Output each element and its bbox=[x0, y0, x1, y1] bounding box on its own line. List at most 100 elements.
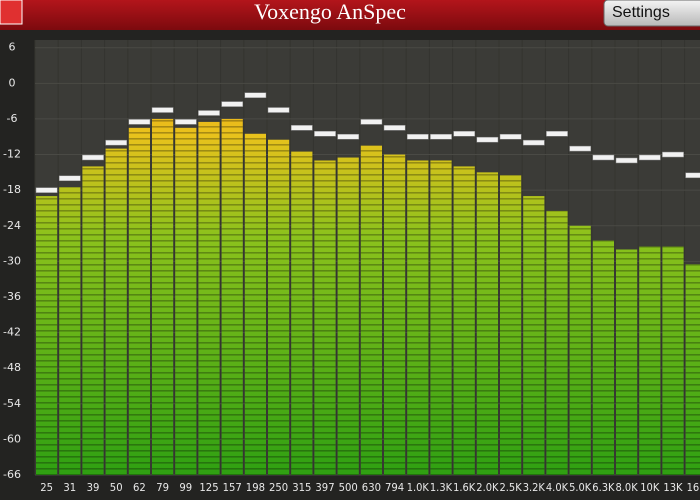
x-tick-label: 50 bbox=[110, 481, 123, 494]
x-tick-label: 6.3K bbox=[592, 481, 615, 494]
peak-marker bbox=[174, 119, 197, 125]
peak-marker bbox=[546, 131, 568, 137]
bar-segments bbox=[430, 160, 452, 475]
y-tick-label: -60 bbox=[3, 432, 21, 445]
bar-segments bbox=[337, 157, 359, 475]
x-tick-label: 397 bbox=[315, 481, 334, 494]
bar-segments bbox=[662, 246, 684, 475]
bar-segments bbox=[221, 118, 243, 475]
peak-marker bbox=[592, 154, 615, 161]
x-tick-label: 79 bbox=[156, 481, 169, 494]
bar-segments bbox=[291, 151, 313, 475]
peak-marker bbox=[453, 131, 476, 137]
peak-marker bbox=[267, 107, 290, 113]
peak-marker bbox=[151, 107, 174, 113]
bar-segments bbox=[453, 166, 475, 475]
peak-marker bbox=[128, 119, 151, 125]
x-tick-label: 125 bbox=[199, 481, 218, 494]
x-tick-label: 8.0K bbox=[616, 481, 639, 494]
x-tick-label: 13K bbox=[663, 481, 683, 494]
bar-segments bbox=[523, 196, 545, 475]
bar-segments bbox=[82, 166, 104, 475]
settings-button[interactable] bbox=[603, 0, 700, 27]
peak-marker bbox=[406, 133, 429, 140]
peak-marker bbox=[290, 125, 313, 131]
bar-segments bbox=[384, 154, 406, 476]
bar-segments bbox=[198, 121, 220, 476]
peak-marker bbox=[569, 145, 592, 152]
peak-marker bbox=[58, 175, 81, 182]
y-tick-label: -36 bbox=[3, 290, 21, 303]
x-tick-label: 315 bbox=[292, 481, 311, 494]
x-tick-label: 10K bbox=[640, 481, 660, 494]
x-tick-label: 198 bbox=[246, 481, 265, 494]
x-tick-label: 39 bbox=[87, 481, 100, 494]
peak-marker bbox=[383, 125, 406, 131]
x-tick-label: 250 bbox=[269, 481, 288, 494]
bar-segments bbox=[59, 187, 81, 475]
x-tick-label: 25 bbox=[40, 481, 53, 494]
peak-marker bbox=[337, 133, 360, 140]
y-tick-label: -42 bbox=[3, 326, 21, 339]
x-tick-label: 157 bbox=[223, 481, 242, 494]
bar-segments bbox=[592, 240, 614, 475]
app-title: Voxengo AnSpec bbox=[254, 0, 406, 24]
peak-marker bbox=[499, 133, 522, 140]
y-tick-label: -6 bbox=[7, 112, 18, 125]
bar-segments bbox=[546, 210, 568, 475]
bar-segments bbox=[500, 175, 522, 476]
bar-segments bbox=[639, 246, 661, 475]
bar-segments bbox=[152, 118, 174, 475]
peak-marker bbox=[82, 154, 104, 161]
peak-marker bbox=[615, 157, 638, 164]
bar-segments bbox=[244, 133, 266, 475]
bar-segments bbox=[360, 145, 382, 475]
y-tick-label: -48 bbox=[3, 361, 21, 374]
bar-segments bbox=[685, 264, 700, 475]
peak-marker bbox=[198, 110, 220, 116]
bar-segments bbox=[616, 249, 638, 475]
bar-segments bbox=[175, 127, 197, 475]
peak-marker bbox=[105, 139, 128, 146]
bar-segments bbox=[128, 127, 150, 475]
bar-segments bbox=[407, 160, 429, 475]
x-tick-label: 1.3K bbox=[430, 481, 453, 494]
peak-marker bbox=[35, 187, 58, 193]
x-tick-label: 794 bbox=[385, 481, 404, 494]
x-tick-label: 4.0K bbox=[546, 481, 569, 494]
x-tick-label: 630 bbox=[362, 481, 381, 494]
y-tick-label: -54 bbox=[3, 397, 21, 410]
y-tick-label: 6 bbox=[9, 41, 16, 54]
bar-segments bbox=[314, 160, 336, 475]
x-tick-label: 31 bbox=[63, 481, 76, 494]
x-tick-label: 1.0K bbox=[407, 481, 430, 494]
x-tick-label: 16K bbox=[687, 481, 700, 494]
x-tick-label: 62 bbox=[133, 481, 146, 494]
y-tick-label: -66 bbox=[3, 468, 21, 481]
bar-segments bbox=[36, 196, 58, 475]
x-tick-label: 3.2K bbox=[523, 481, 546, 494]
peak-marker bbox=[685, 172, 700, 179]
y-tick-label: -18 bbox=[3, 183, 21, 196]
x-tick-label: 500 bbox=[339, 481, 358, 494]
x-tick-label: 2.5K bbox=[500, 481, 523, 494]
peak-marker bbox=[662, 151, 684, 158]
y-tick-label: -12 bbox=[3, 148, 21, 161]
logo bbox=[0, 0, 23, 25]
settings-label[interactable]: Settings bbox=[612, 4, 670, 21]
peak-marker bbox=[430, 133, 452, 140]
x-tick-label: 5.0K bbox=[569, 481, 592, 494]
bar-segments bbox=[105, 148, 127, 476]
bar-segments bbox=[476, 172, 498, 475]
x-tick-label: 2.0K bbox=[476, 481, 499, 494]
x-tick-label: 99 bbox=[179, 481, 192, 494]
bar-segments bbox=[569, 225, 591, 475]
peak-marker bbox=[221, 101, 244, 107]
y-tick-label: -30 bbox=[3, 254, 21, 267]
peak-marker bbox=[476, 136, 499, 143]
peak-marker bbox=[638, 154, 661, 161]
y-tick-label: 0 bbox=[9, 76, 16, 89]
bar-segments bbox=[268, 139, 290, 475]
title-bar bbox=[0, 0, 700, 30]
